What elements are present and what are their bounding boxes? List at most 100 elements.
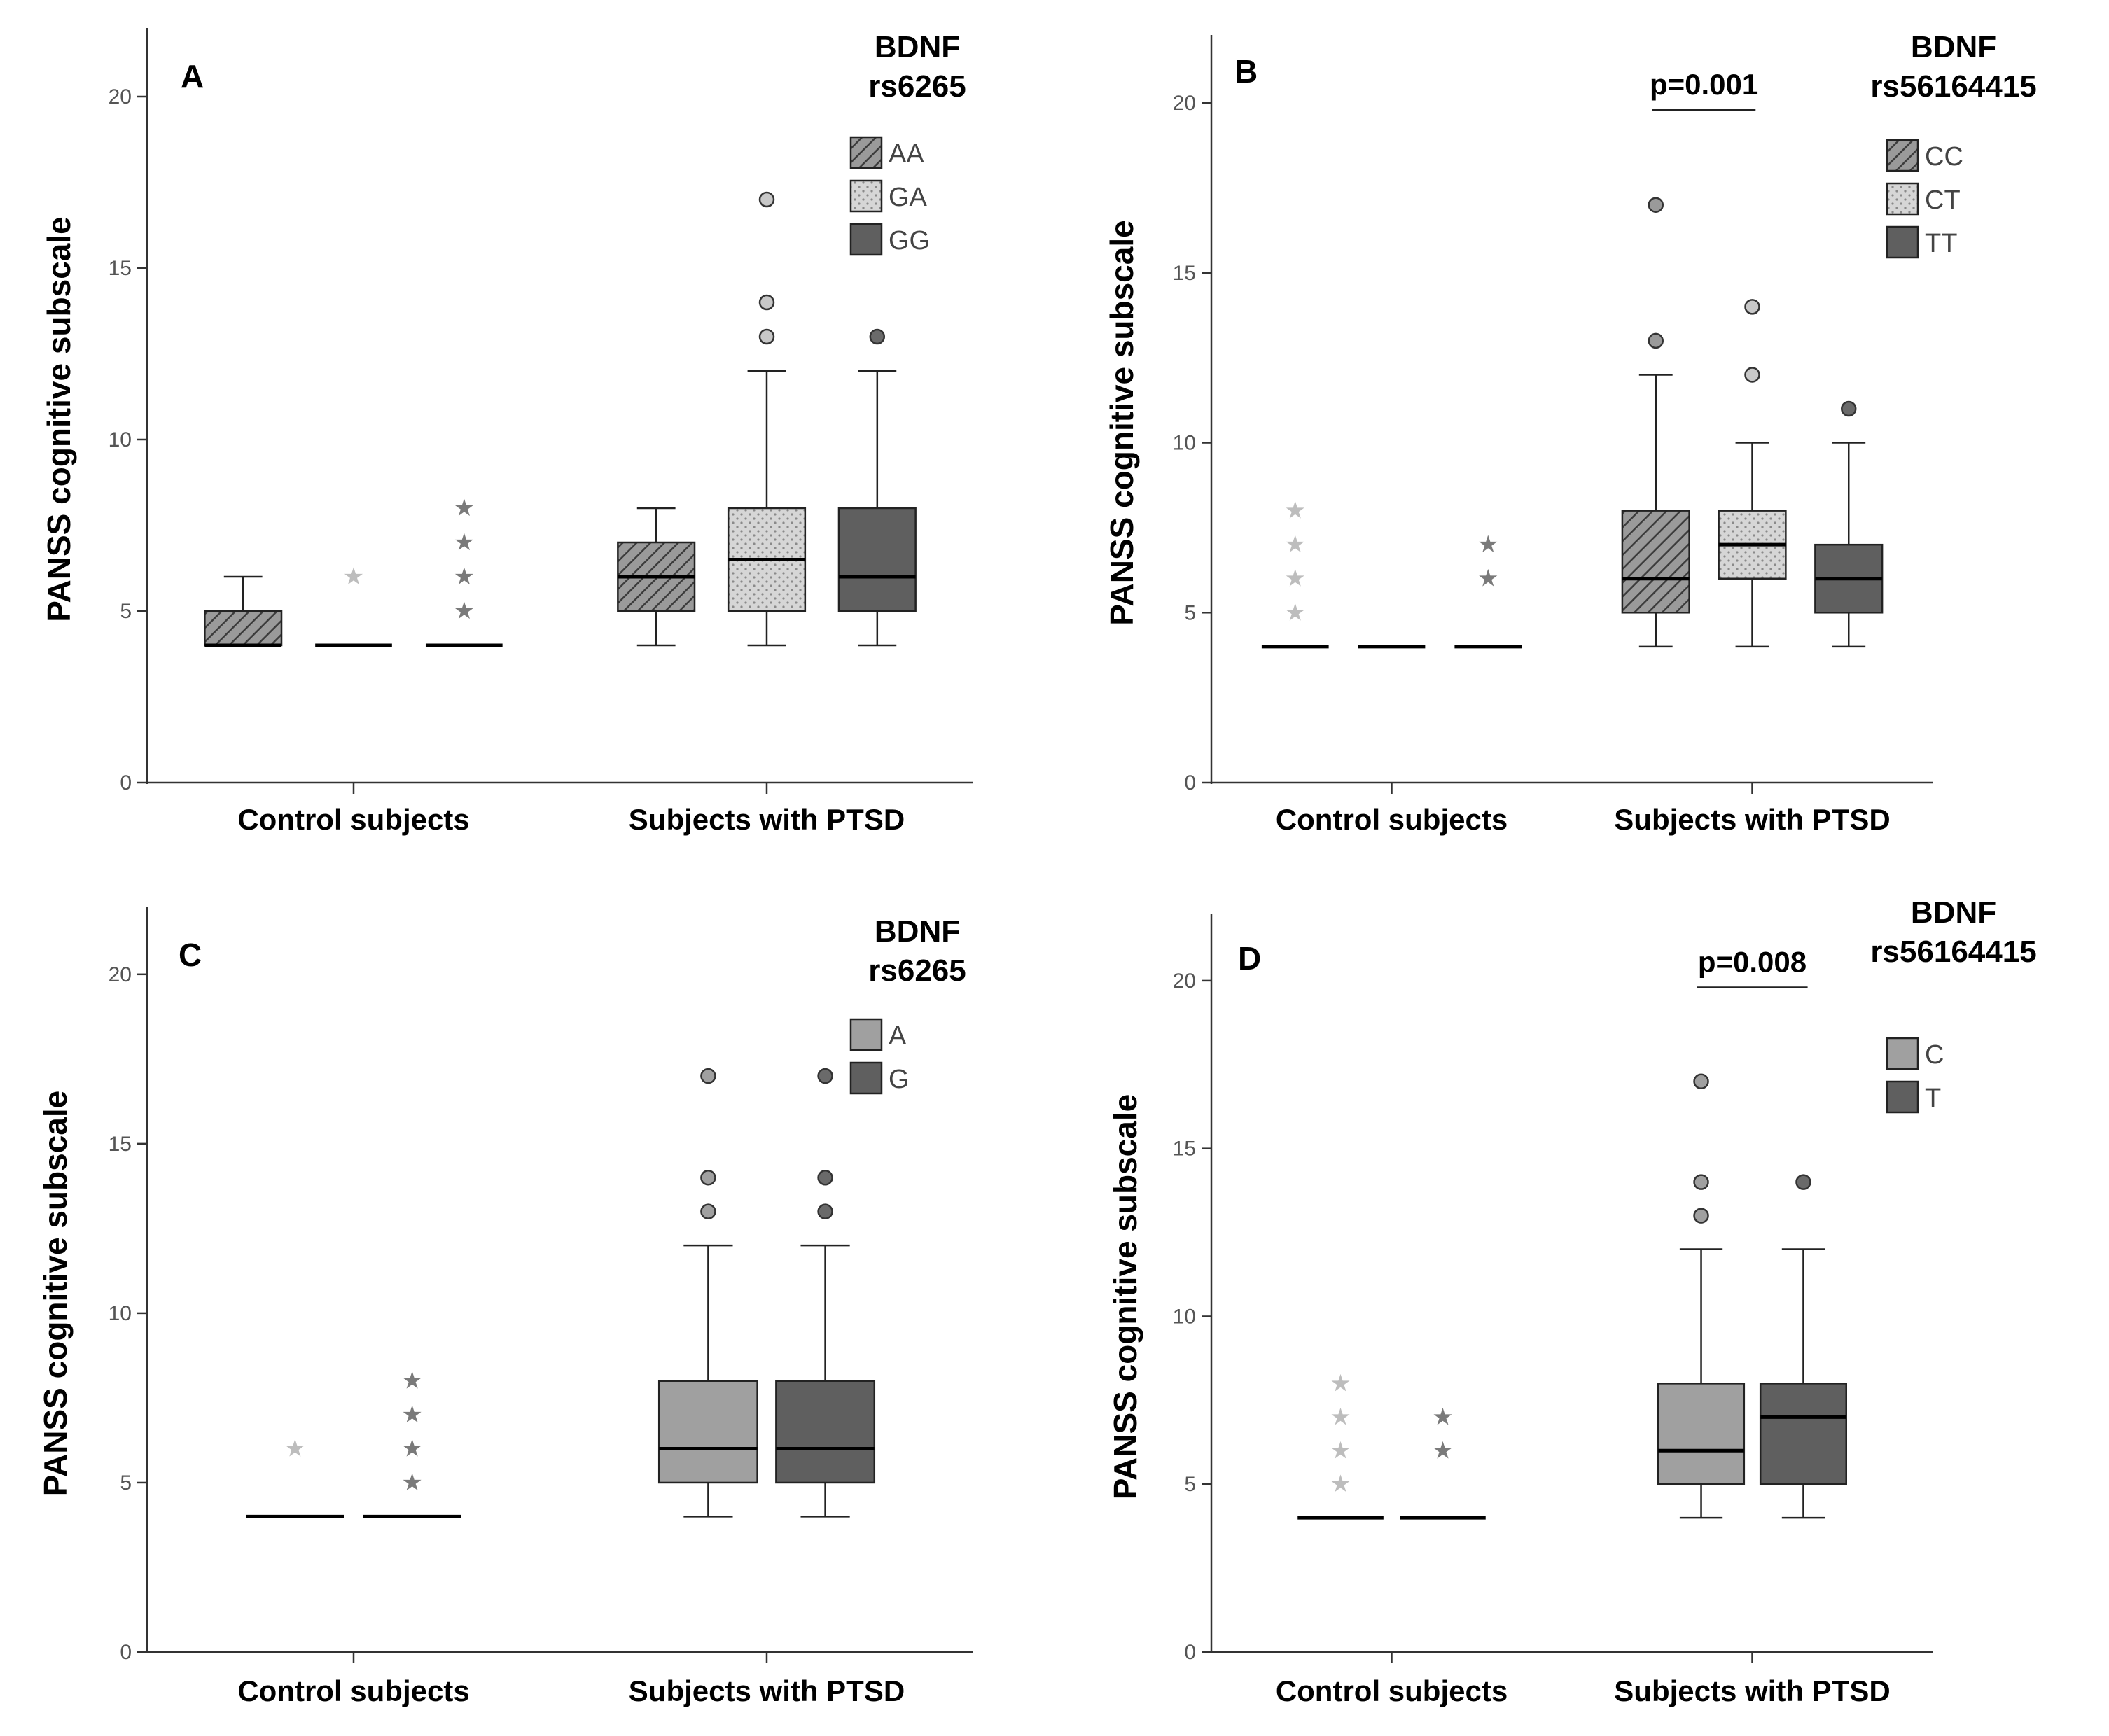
extreme-point: ★ — [284, 1435, 305, 1463]
legend-title: BDNF — [875, 30, 960, 64]
y-tick-label: 0 — [1184, 771, 1196, 794]
extreme-point: ★ — [1330, 1403, 1351, 1431]
legend-title: rs6265 — [868, 953, 966, 988]
legend-title: BDNF — [875, 914, 960, 948]
panel-d: 0 5 10 15 20 Control subjects Subjects with PT… — [1107, 895, 2037, 1707]
x-category-label: Subjects with PTSD — [1614, 1674, 1890, 1707]
legend-title: BDNF — [1911, 895, 1996, 930]
extreme-point: ★ — [1330, 1369, 1351, 1397]
outlier-point — [1795, 1174, 1811, 1190]
x-category-label: Control subjects — [237, 803, 469, 836]
legend: BDNF rs6265 AA GA GG — [849, 30, 966, 256]
extreme-point: ★ — [1477, 531, 1498, 559]
legend: BDNF rs56164415 CT — [1870, 895, 2037, 1114]
box-iqr — [204, 610, 283, 647]
legend-title: rs56164415 — [1870, 69, 2036, 104]
legend-swatch — [849, 179, 883, 213]
legend: BDNF rs6265 AG — [849, 914, 966, 1095]
x-category-label: Subjects with PTSD — [629, 1674, 905, 1707]
boxplot-ct-ptsd — [1718, 299, 1787, 648]
y-tick-label: 10 — [1173, 432, 1196, 455]
boxplot-g-ptsd — [775, 1068, 876, 1518]
extreme-point: ★ — [1477, 565, 1498, 593]
extreme-point: ★ — [1330, 1470, 1351, 1498]
y-axis-title: PANSS cognitive subscale — [37, 1091, 74, 1496]
panel-b: 0 5 10 15 20 Control subjects Subjects with PT… — [1104, 30, 2037, 836]
legend-label: CT — [1925, 186, 1961, 215]
outlier-point — [817, 1170, 833, 1186]
boxplot-aa-control — [204, 575, 283, 648]
outlier-point — [1744, 299, 1760, 315]
y-tick-label: 5 — [120, 600, 132, 623]
extreme-point: ★ — [1330, 1436, 1351, 1464]
legend-title: rs6265 — [868, 69, 966, 104]
legend-swatch — [1886, 1037, 1919, 1070]
legend-label: AA — [889, 139, 924, 169]
boxplot-ga-ptsd — [727, 191, 807, 647]
legend-label: TT — [1925, 229, 1957, 258]
y-tick-label: 15 — [109, 257, 132, 280]
legend-label: GA — [889, 183, 928, 212]
panel-letter: D — [1238, 940, 1261, 976]
legend-swatch — [1886, 1080, 1919, 1114]
y-axis-title: PANSS cognitive subscale — [1107, 1094, 1143, 1499]
outlier-point — [758, 328, 775, 345]
y-tick-label: 0 — [120, 771, 132, 794]
extreme-point: ★ — [1285, 598, 1306, 626]
box-iqr — [837, 507, 917, 612]
outlier-point — [758, 191, 775, 208]
extreme-point: ★ — [1285, 497, 1306, 525]
legend-label: C — [1925, 1040, 1944, 1070]
panel-letter: A — [181, 58, 204, 94]
x-category-label: Control subjects — [1276, 803, 1508, 836]
boxplot-gg-ptsd — [837, 328, 917, 647]
extreme-point: ★ — [1285, 565, 1306, 593]
boxplot-tt-ptsd — [1814, 400, 1884, 648]
boxplot-ga-control: ★ — [315, 563, 392, 648]
outlier-point — [817, 1203, 833, 1219]
y-tick-label: 20 — [1173, 969, 1196, 993]
boxplot-c-control: ★ ★ ★ ★ — [1297, 1369, 1384, 1520]
p-value-label: p=0.001 — [1650, 68, 1758, 101]
boxplot-aa-ptsd — [617, 507, 696, 647]
extreme-point: ★ — [454, 597, 475, 625]
y-tick-label: 5 — [120, 1471, 132, 1494]
extreme-point: ★ — [454, 563, 475, 591]
y-tick-label: 15 — [1173, 262, 1196, 285]
box-iqr — [775, 1380, 876, 1484]
box-iqr — [1621, 510, 1690, 614]
p-value-label: p=0.008 — [1698, 946, 1807, 979]
legend: BDNF rs56164415 CC CT TT — [1870, 30, 2037, 259]
y-tick-label: 10 — [1173, 1305, 1196, 1328]
y-axis-title: PANSS cognitive subscale — [1104, 220, 1140, 625]
boxplot-a-control: ★ — [246, 1435, 344, 1518]
legend-swatch — [849, 136, 883, 169]
extreme-point: ★ — [401, 1435, 422, 1463]
outlier-point — [758, 294, 775, 311]
outlier-point — [1693, 1208, 1709, 1224]
outlier-point — [700, 1170, 716, 1186]
legend-swatch — [1886, 182, 1919, 216]
outlier-point — [700, 1203, 716, 1219]
y-tick-label: 10 — [109, 428, 132, 451]
y-tick-label: 0 — [120, 1641, 132, 1664]
extreme-point: ★ — [1285, 531, 1306, 559]
y-tick-label: 15 — [1173, 1138, 1196, 1161]
extreme-point: ★ — [343, 563, 364, 591]
y-tick-label: 20 — [1173, 92, 1196, 115]
y-tick-label: 5 — [1184, 601, 1196, 624]
x-category-label: Control subjects — [1276, 1674, 1508, 1707]
boxplot-c-ptsd — [1657, 1073, 1746, 1519]
panel-a: 0 5 10 15 20 Control subjects Subjects with PT… — [41, 28, 973, 836]
box-iqr — [1657, 1382, 1746, 1485]
extreme-point: ★ — [1432, 1403, 1453, 1431]
boxplot-a-ptsd — [657, 1068, 758, 1518]
outlier-point — [1693, 1174, 1709, 1190]
box-iqr — [657, 1380, 758, 1484]
extreme-point: ★ — [401, 1367, 422, 1395]
outlier-point — [1648, 332, 1664, 349]
boxplot-t-ptsd — [1759, 1174, 1847, 1519]
extreme-point: ★ — [454, 494, 475, 522]
y-tick-label: 10 — [109, 1302, 132, 1325]
legend-swatch — [849, 223, 883, 256]
